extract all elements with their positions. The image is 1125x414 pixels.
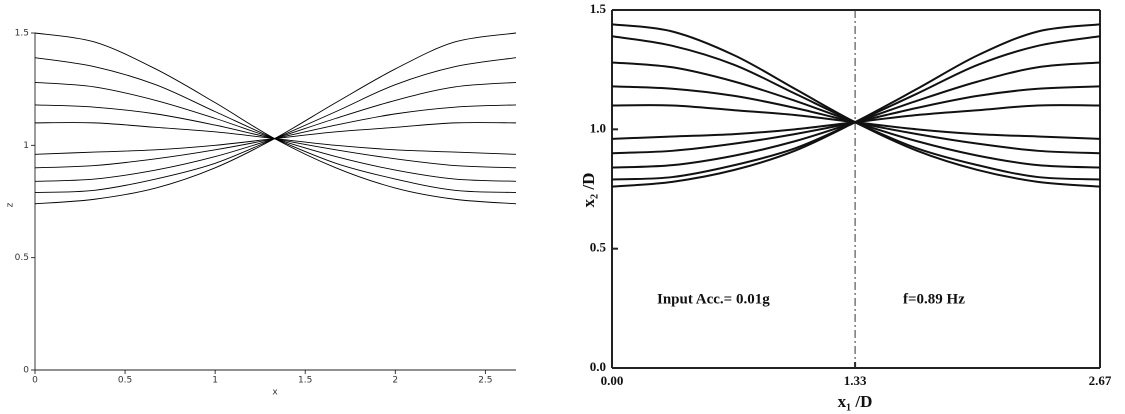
x-tick-label: 2 [392, 376, 398, 386]
curve [611, 23, 1101, 188]
y-tick-label: 0 [23, 366, 29, 376]
y-tick-label: 1.0 [590, 120, 606, 135]
right-chart: 0.00 1.33 2.67 0.0 0.5 1.0 1.5 x₁ /D x₂ /D Input … [579, 1, 1112, 411]
annotation: Input Acc.= 0.01g [657, 291, 770, 307]
annotation: f=0.89 Hz [903, 291, 965, 307]
x-tick-label: 1.33 [844, 373, 867, 388]
x-axis-label: x₁ /D [838, 392, 873, 411]
curve [34, 81, 517, 182]
curve [611, 35, 1101, 181]
x-axis-label: x [272, 388, 278, 398]
x-tick-label: 0.00 [601, 373, 624, 388]
curve [611, 85, 1101, 155]
curve [611, 61, 1101, 169]
y-tick-label: 1.5 [590, 1, 607, 16]
y-axis-label: x₂ /D [579, 173, 598, 208]
y-tick-label: 1 [23, 141, 29, 151]
x-tick-label: 1.5 [298, 376, 312, 386]
curve [34, 32, 517, 205]
x-tick-label: 2.67 [1089, 373, 1112, 388]
x-tick-label: 0.5 [118, 376, 132, 386]
y-axis-label: z [6, 202, 16, 207]
y-tick-label: 0.5 [15, 253, 29, 263]
y-tick-label: 0.0 [590, 359, 606, 374]
y-tick-label: 1.5 [15, 29, 29, 39]
curve [34, 104, 517, 169]
curve [34, 104, 517, 169]
x-tick-label: 0 [32, 376, 38, 386]
left-chart: 0 0.5 1 1.5 2 2.5 0 0.5 1 1.5 x z [6, 29, 517, 398]
y-tick-label: 0.5 [590, 240, 607, 255]
curve [611, 35, 1101, 181]
curve [34, 57, 517, 193]
curve [34, 57, 517, 193]
curve [34, 81, 517, 182]
x-tick-label: 2.5 [478, 376, 492, 386]
curve [611, 61, 1101, 169]
x-tick-label: 1 [212, 376, 218, 386]
curve [611, 85, 1101, 155]
